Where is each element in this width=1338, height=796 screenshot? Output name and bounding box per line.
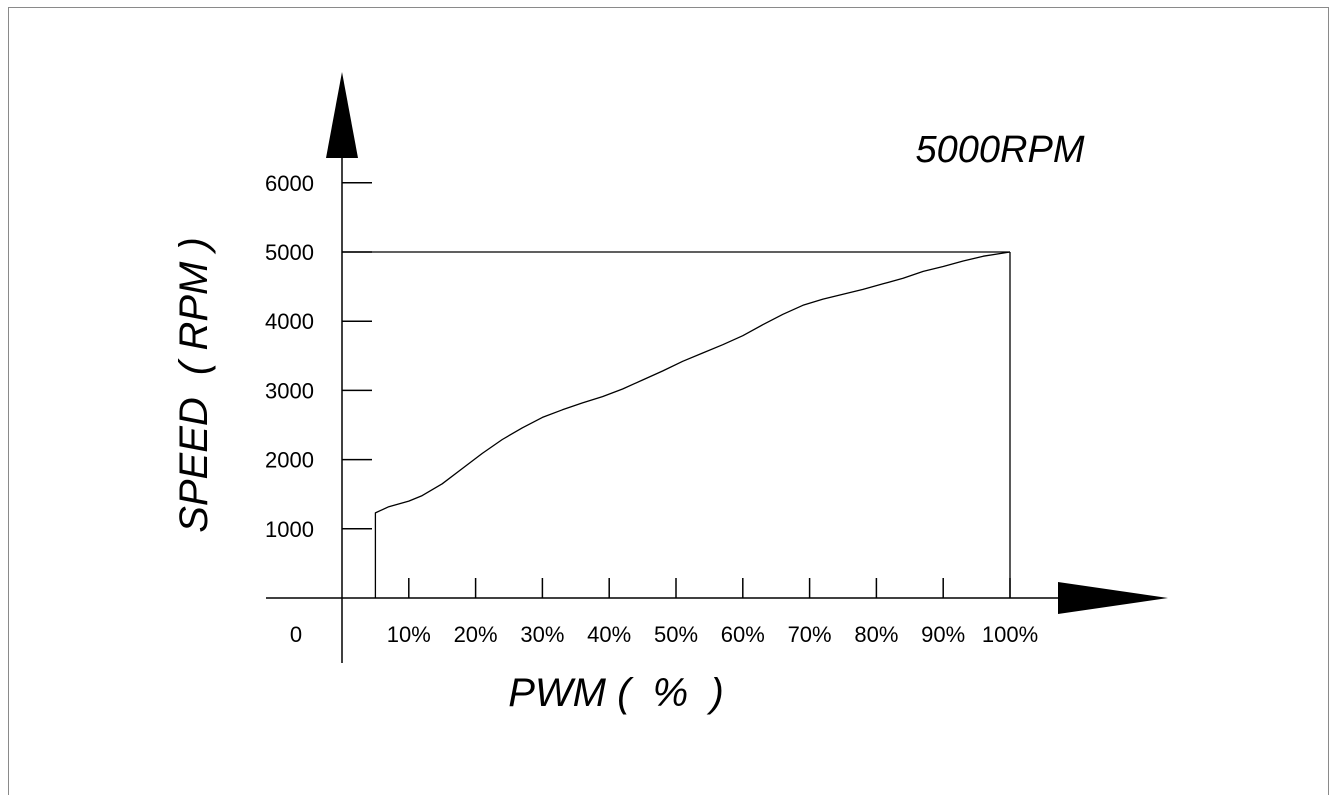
x-tick-label: 30% [520, 622, 564, 647]
x-ticks: 10% 20% 30% 40% 50% 60% 70% 80% 90% 100% [387, 578, 1038, 647]
y-ticks: 1000 2000 3000 4000 5000 6000 [265, 171, 372, 542]
y-axis-label: SPEED ( RPM ) [172, 237, 216, 533]
y-tick-label: 5000 [265, 240, 314, 265]
x-tick-label: 90% [921, 622, 965, 647]
y-tick-label: 6000 [265, 171, 314, 196]
x-tick-label: 40% [587, 622, 631, 647]
x-tick-label: 100% [982, 622, 1038, 647]
x-tick-label: 80% [854, 622, 898, 647]
y-tick-label: 2000 [265, 448, 314, 473]
y-tick-label: 4000 [265, 309, 314, 334]
y-axis-arrow [326, 72, 358, 158]
y-tick-label: 3000 [265, 378, 314, 403]
chart-frame [8, 7, 1329, 795]
series-layer [374, 251, 1011, 598]
x-axis-arrow [1058, 582, 1168, 614]
x-tick-label: 70% [788, 622, 832, 647]
x-axis-label: PWM ( % ) [508, 671, 724, 715]
annotation-label: 5000RPM [916, 129, 1085, 171]
x-tick-label: 60% [721, 622, 765, 647]
y-tick-label: 1000 [265, 517, 314, 542]
reference-lines [342, 251, 1011, 598]
x-tick-label: 10% [387, 622, 431, 647]
speed-curve [374, 251, 1011, 598]
x-tick-label: 50% [654, 622, 698, 647]
x-tick-label: 20% [454, 622, 498, 647]
origin-label: 0 [290, 622, 302, 647]
